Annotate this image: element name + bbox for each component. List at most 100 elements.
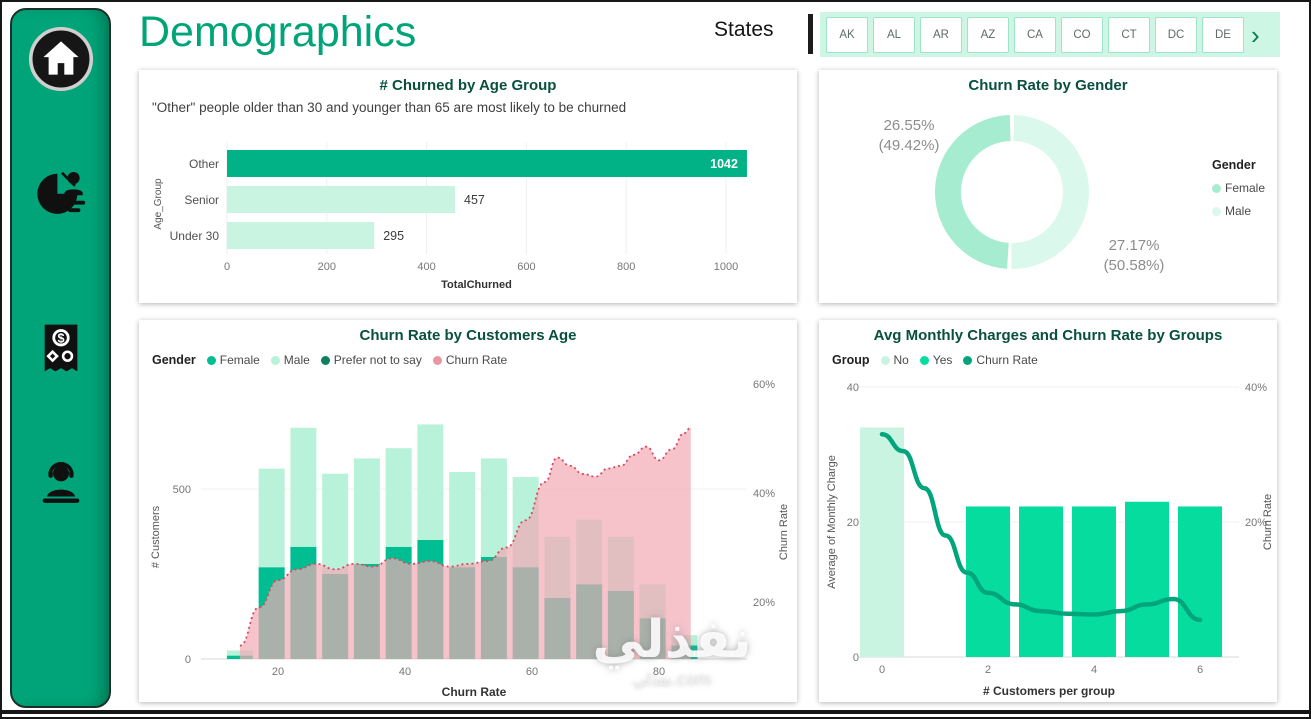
bottom-border xyxy=(2,710,1309,714)
svg-text:500: 500 xyxy=(173,484,191,496)
svg-text:457: 457 xyxy=(464,193,485,207)
state-button-dc[interactable]: DC xyxy=(1155,16,1197,53)
legend-swatch-male xyxy=(270,355,280,365)
legend-swatch-female xyxy=(1211,183,1221,193)
state-button-ak[interactable]: AK xyxy=(826,16,868,53)
svg-text:2: 2 xyxy=(985,664,991,676)
legend-label-churn-rate: Churn Rate xyxy=(976,353,1038,367)
svg-text:200: 200 xyxy=(318,261,336,273)
svg-text:Under 30: Under 30 xyxy=(170,229,220,243)
state-button-de[interactable]: DE xyxy=(1202,16,1244,53)
chart-title-churn-by-age: Churn Rate by Customers Age xyxy=(359,327,577,344)
legend-label-male: Male xyxy=(283,353,310,367)
legend-item-churn-rate[interactable]: Churn Rate xyxy=(963,353,1038,367)
legend-item-prefer-not-to-say[interactable]: Prefer not to say xyxy=(320,353,422,367)
svg-text:$: $ xyxy=(57,331,64,345)
svg-text:20: 20 xyxy=(272,666,284,678)
legend-label-no: No xyxy=(893,353,909,367)
home-icon-glyph xyxy=(28,26,93,92)
legend-item-yes[interactable]: Yes xyxy=(919,353,953,367)
legend-item-male[interactable]: Male xyxy=(1211,204,1265,218)
state-button-az[interactable]: AZ xyxy=(967,16,1009,53)
legend-item-no[interactable]: No xyxy=(880,353,909,367)
donut-label-female-rate: 26.55% xyxy=(883,117,935,134)
svg-text:295: 295 xyxy=(383,229,404,243)
support-agent-icon xyxy=(42,462,79,503)
legend-item-female[interactable]: Female xyxy=(206,353,260,367)
page-title: Demographics xyxy=(139,8,417,56)
state-button-co[interactable]: CO xyxy=(1061,16,1103,53)
legend-swatch-churn-rate xyxy=(432,355,442,365)
donut-label-female-pct: (49.42%) xyxy=(878,137,940,154)
svg-text:600: 600 xyxy=(517,261,535,273)
state-button-ar[interactable]: AR xyxy=(920,16,962,53)
svg-text:0: 0 xyxy=(879,664,885,676)
legend-item-male[interactable]: Male xyxy=(270,353,310,367)
legend-swatch-churn-rate xyxy=(963,355,973,365)
svg-text:400: 400 xyxy=(417,261,435,273)
svg-text:Age_Group: Age_Group xyxy=(153,178,164,230)
states-slicer: AK AL AR AZ CA CO CT DC DE › xyxy=(820,12,1280,57)
svg-text:6: 6 xyxy=(1197,664,1203,676)
panel-churn-rate-by-gender: Churn Rate by Gender 26.55% (49.42%) 27.… xyxy=(819,70,1277,303)
panel-avg-monthly-charges: Avg Monthly Charges and Churn Rate by Gr… xyxy=(819,320,1277,702)
legend-label-churn-rate: Churn Rate xyxy=(445,353,508,367)
chart-title-churn-by-gender: Churn Rate by Gender xyxy=(968,77,1128,94)
legend-swatch-male xyxy=(1211,206,1221,216)
svg-text:Other: Other xyxy=(189,157,219,171)
donut-label-female: 26.55% (49.42%) xyxy=(847,116,971,156)
legend-item-female[interactable]: Female xyxy=(1211,181,1265,195)
svg-text:0: 0 xyxy=(853,652,859,664)
legend-item-churn-rate[interactable]: Churn Rate xyxy=(432,353,508,367)
chart-title-avg-monthly-charges: Avg Monthly Charges and Churn Rate by Gr… xyxy=(873,327,1223,344)
svg-text:20%: 20% xyxy=(1245,517,1267,529)
state-button-ca[interactable]: CA xyxy=(1014,16,1056,53)
legend-label-yes: Yes xyxy=(932,353,953,367)
svg-text:40: 40 xyxy=(399,666,411,678)
svg-text:# Customers per group: # Customers per group xyxy=(983,684,1115,698)
svg-text:TotalChurned: TotalChurned xyxy=(441,279,512,291)
demographics-report-icon[interactable] xyxy=(26,160,96,230)
slicer-divider xyxy=(808,14,813,54)
legend-title: Gender xyxy=(152,353,196,367)
svg-text:60: 60 xyxy=(526,666,538,678)
svg-text:Churn Rate: Churn Rate xyxy=(1262,494,1274,550)
svg-text:4: 4 xyxy=(1091,664,1097,676)
home-icon[interactable] xyxy=(26,24,96,94)
state-button-ct[interactable]: CT xyxy=(1108,16,1150,53)
legend-label-female: Female xyxy=(219,353,260,367)
legend-label-male: Male xyxy=(1224,204,1251,218)
gender-legend-row: Gender Female Male Prefer not to say Chu… xyxy=(152,353,507,367)
svg-text:80: 80 xyxy=(653,666,665,678)
group-legend-row: Group No Yes Churn Rate xyxy=(832,353,1038,367)
svg-text:800: 800 xyxy=(617,261,635,273)
svg-text:# Customers: # Customers xyxy=(150,505,162,568)
svg-text:Churn Rate: Churn Rate xyxy=(442,685,507,699)
legend-title: Group xyxy=(832,353,870,367)
svg-text:20: 20 xyxy=(847,517,859,529)
combo-chart-avg-monthly-charges[interactable]: 0 20 40 20% 40% 0 2 4 6 # Customers per group Aver… xyxy=(819,372,1277,702)
legend-swatch-female xyxy=(206,355,216,365)
svg-text:60%: 60% xyxy=(753,379,775,391)
svg-text:1042: 1042 xyxy=(710,157,738,171)
invoice-dollar-icon: $ xyxy=(44,324,77,372)
svg-text:20%: 20% xyxy=(753,597,775,609)
slicer-next-chevron-icon[interactable]: › xyxy=(1251,19,1260,50)
panel-churned-by-age-group: # Churned by Age Group "Other" people ol… xyxy=(139,70,797,303)
support-report-icon[interactable] xyxy=(26,448,96,518)
state-button-al[interactable]: AL xyxy=(873,16,915,53)
donut-chart-churn-by-gender[interactable] xyxy=(819,98,1277,298)
legend-label-prefer-not-to-say: Prefer not to say xyxy=(333,353,422,367)
chart-title-churned-by-age: # Churned by Age Group xyxy=(379,77,557,94)
bar-chart-churned-by-age[interactable]: Other 1042 Senior 457 Under 30 295 0 200 400 600 8… xyxy=(139,142,797,294)
legend-swatch-prefer-not-to-say xyxy=(320,355,330,365)
panel-churn-rate-by-customers-age: Churn Rate by Customers Age Gender Femal… xyxy=(139,320,797,702)
legend-label-female: Female xyxy=(1224,181,1265,195)
legend-swatch-yes xyxy=(919,355,929,365)
combo-chart-churn-by-customers-age[interactable]: 0 500 20% 40% 60% 20 40 60 80 Churn Rate # Custome… xyxy=(139,372,797,702)
donut-label-male-rate: 27.17% xyxy=(1108,237,1160,254)
charges-report-icon[interactable]: $ xyxy=(26,313,96,383)
svg-text:Senior: Senior xyxy=(184,193,219,207)
svg-text:40%: 40% xyxy=(753,488,775,500)
nav-sidebar: $ xyxy=(10,8,111,708)
